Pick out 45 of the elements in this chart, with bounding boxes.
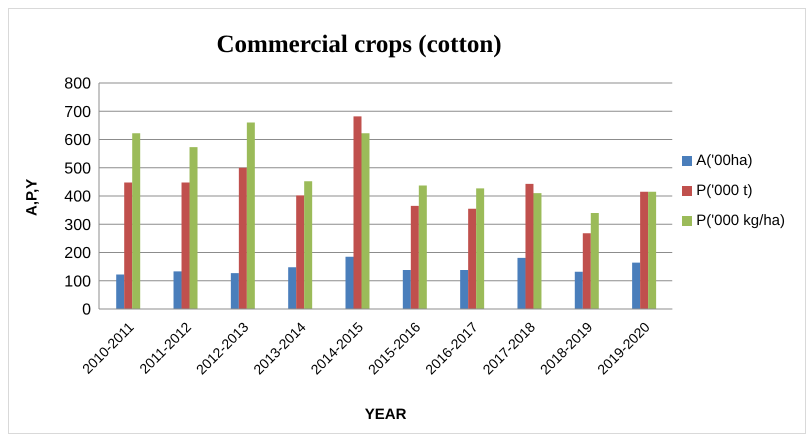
y-tick-label: 0	[82, 302, 92, 319]
y-tick-label: 200	[64, 245, 92, 262]
bar	[354, 116, 362, 309]
bar	[174, 271, 182, 309]
bar	[640, 192, 648, 309]
y-tick-label: 300	[64, 216, 92, 234]
x-axis-title: YEAR	[364, 406, 407, 423]
bar	[648, 192, 656, 309]
bar	[533, 193, 542, 309]
y-tick-label: 800	[64, 76, 92, 93]
bar	[402, 270, 411, 309]
bar	[116, 274, 124, 309]
bar	[410, 206, 419, 309]
bar	[460, 270, 468, 309]
y-tick-label: 100	[64, 273, 92, 290]
bar	[246, 122, 255, 309]
bar	[288, 267, 296, 309]
bar	[182, 182, 190, 309]
bar	[582, 233, 591, 309]
bar	[238, 168, 247, 309]
y-tick-label: 700	[64, 104, 92, 121]
bar	[468, 208, 476, 309]
bar	[304, 181, 312, 309]
y-tick-label: 600	[64, 132, 92, 150]
bar	[517, 258, 526, 309]
bar	[190, 147, 198, 309]
bar	[230, 273, 239, 309]
bar	[418, 186, 427, 309]
bar	[632, 262, 640, 309]
bar	[476, 188, 484, 309]
y-tick-label: 500	[64, 160, 92, 178]
y-axis-title: A,P,Y	[23, 178, 40, 216]
bar	[296, 195, 304, 309]
chart-title: Commercial crops (cotton)	[215, 31, 503, 59]
bar	[574, 272, 583, 309]
bar	[525, 184, 534, 309]
bar	[132, 133, 140, 309]
bar	[362, 133, 370, 309]
legend-label: P('000 t)	[696, 182, 752, 199]
y-tick-label: 400	[64, 188, 92, 206]
bar	[124, 182, 132, 309]
legend-label: A('00ha)	[696, 152, 752, 169]
bar	[590, 212, 599, 309]
bar	[346, 256, 354, 309]
legend-label: P('000 kg/ha)	[696, 212, 785, 229]
